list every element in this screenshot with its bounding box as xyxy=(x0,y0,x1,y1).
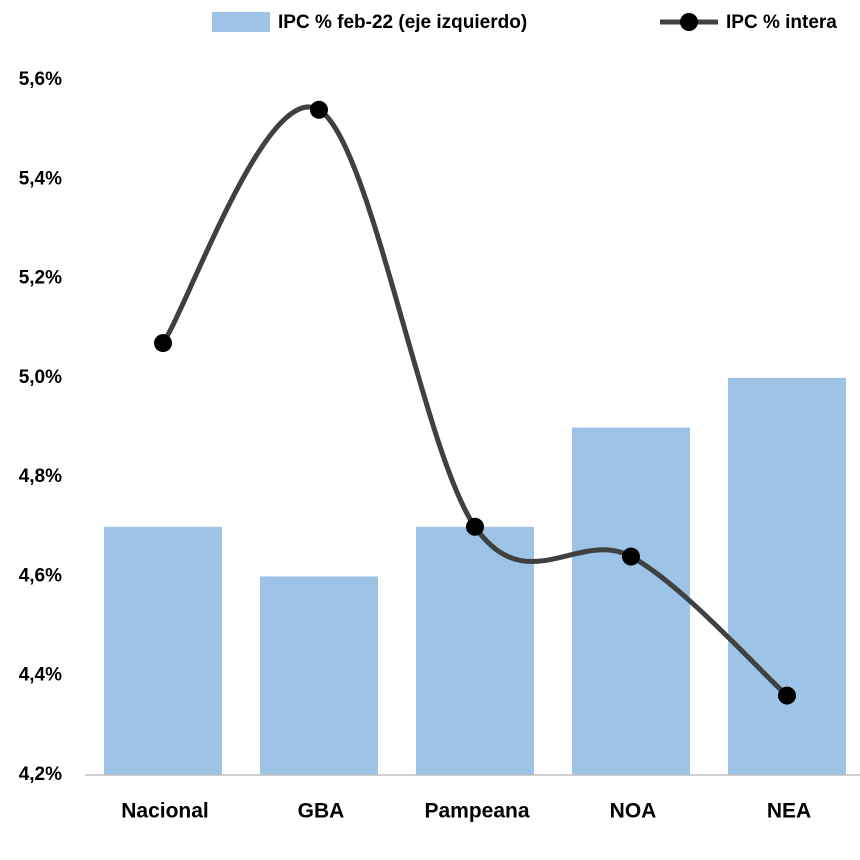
x-tick-label: NEA xyxy=(767,800,811,823)
legend-marker xyxy=(680,13,698,31)
bar xyxy=(416,526,534,775)
marker xyxy=(310,100,328,119)
marker xyxy=(778,686,796,705)
x-tick-label: GBA xyxy=(298,800,345,823)
x-tick-label: Nacional xyxy=(121,800,209,823)
y-tick-label: 5,6% xyxy=(19,69,62,90)
marker xyxy=(466,517,484,536)
line xyxy=(160,104,789,698)
bar xyxy=(572,427,690,775)
bar xyxy=(728,377,846,775)
legend-label: IPC % intera xyxy=(726,12,837,33)
bar xyxy=(260,576,378,775)
legend-swatch xyxy=(212,12,270,32)
x-tick-label: Pampeana xyxy=(424,800,529,823)
y-tick-label: 5,0% xyxy=(19,367,62,388)
bar xyxy=(104,526,222,775)
marker xyxy=(622,547,640,566)
y-tick-label: 5,2% xyxy=(19,268,62,289)
y-tick-label: 4,6% xyxy=(19,565,62,586)
y-tick-label: 5,4% xyxy=(19,168,62,189)
y-tick-label: 4,2% xyxy=(19,764,62,785)
legend-label: IPC % feb-22 (eje izquierdo) xyxy=(278,12,527,33)
x-tick-label: NOA xyxy=(610,800,657,823)
y-tick-label: 4,8% xyxy=(19,466,62,487)
marker xyxy=(154,334,172,353)
y-tick-label: 4,4% xyxy=(19,665,62,686)
